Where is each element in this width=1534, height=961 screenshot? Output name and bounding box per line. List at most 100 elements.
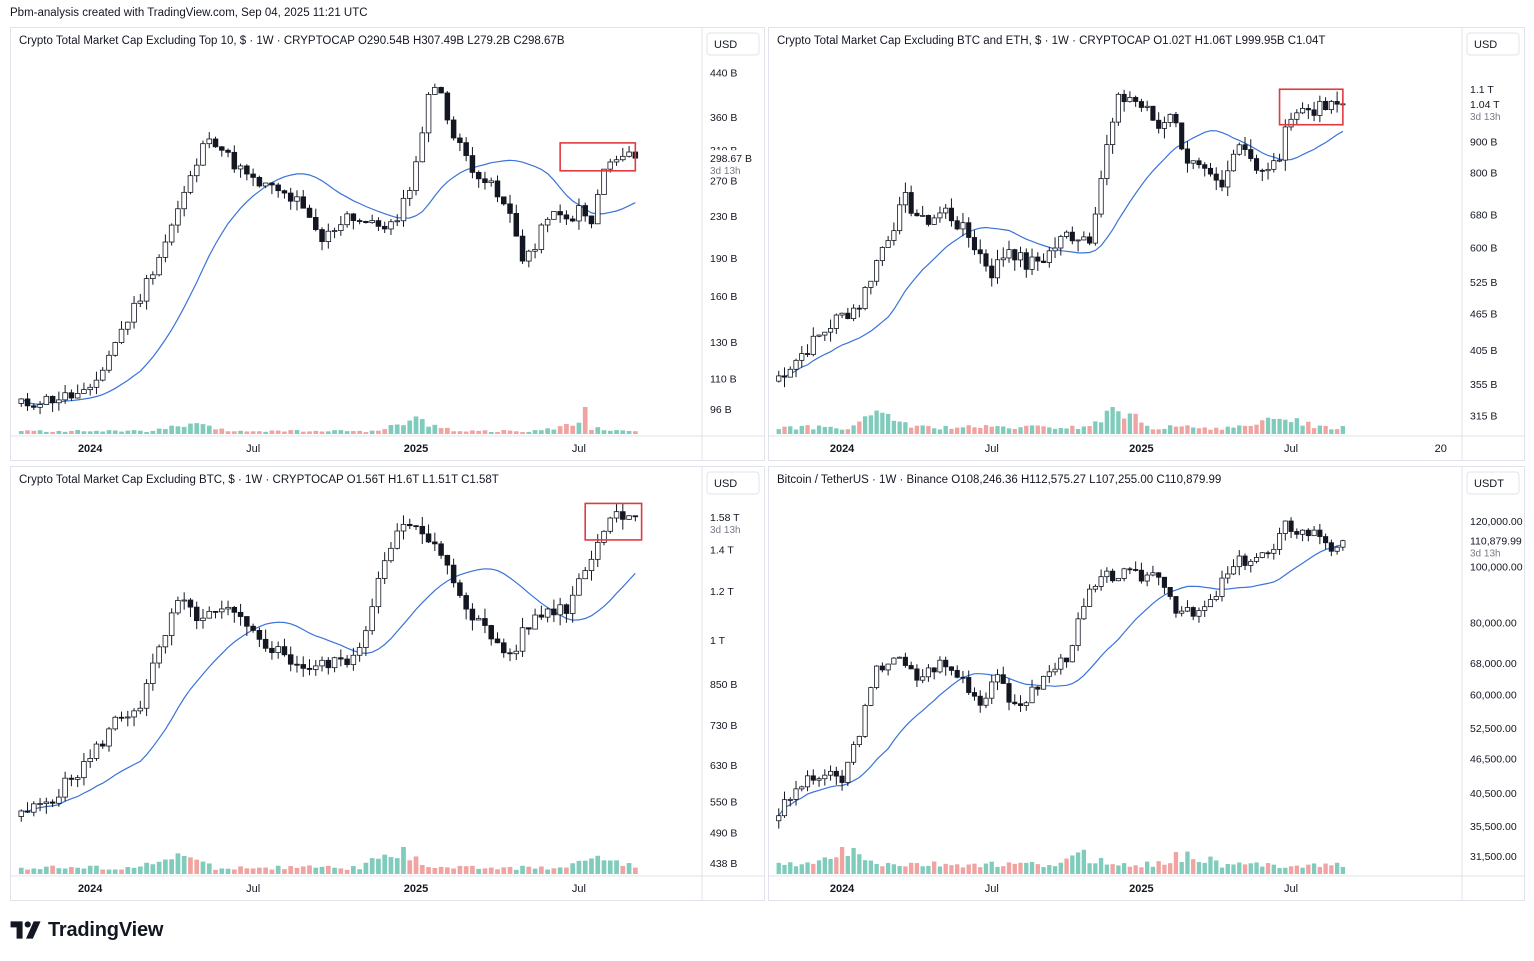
volume-bar <box>1006 428 1012 434</box>
volume-bar <box>275 430 281 434</box>
candle-body <box>131 302 137 323</box>
tradingview-logo[interactable]: TradingView <box>10 918 163 942</box>
candle-body <box>475 171 482 180</box>
volume-bar <box>75 429 81 434</box>
x-tick-label: 2024 <box>78 883 103 895</box>
chart-panel-ex-btc-eth[interactable]: Crypto Total Market Cap Excluding BTC an… <box>768 27 1525 461</box>
candle-body <box>225 606 231 610</box>
volume-bar <box>932 428 937 434</box>
candle-body <box>168 612 175 636</box>
candle-body <box>62 777 68 798</box>
volume-bar <box>1208 856 1213 874</box>
x-tick-label: 2024 <box>830 443 855 455</box>
volume-bar <box>50 431 55 434</box>
candle-body <box>1173 596 1179 614</box>
candle-body <box>444 92 451 121</box>
candle-body <box>1000 674 1006 684</box>
volume-bar <box>445 867 450 874</box>
volume-bar <box>125 867 131 874</box>
last-price-label: 1.04 T <box>1470 99 1500 111</box>
candle-body <box>1058 236 1064 249</box>
chart-svg[interactable]: USD 1.1 T 900 B 800 B 680 B 600 B 525 B 465 B 40… <box>769 28 1525 461</box>
volume-bar <box>501 867 507 874</box>
y-tick-label: 230 B <box>710 211 737 223</box>
candle-body <box>1328 101 1334 111</box>
candle-body <box>325 659 332 669</box>
currency-label: USD <box>714 478 737 490</box>
candle-body <box>137 300 144 304</box>
candle-body <box>588 558 595 572</box>
candle-body <box>1087 588 1093 607</box>
candle-body <box>425 94 432 134</box>
volume-bar <box>169 859 175 874</box>
x-tick-label: Jul <box>572 883 586 895</box>
candle-body <box>1058 657 1064 670</box>
y-tick-label: 850 B <box>710 679 737 691</box>
volume-bar <box>1265 863 1271 874</box>
candle-body <box>219 608 225 613</box>
volume-bar <box>793 866 799 874</box>
candle-body <box>1213 173 1219 181</box>
volume-bar <box>1340 866 1346 874</box>
candle-body <box>306 207 313 218</box>
candle-body <box>68 392 75 399</box>
chart-panel-ex-btc[interactable]: Crypto Total Market Cap Excluding BTC, $… <box>10 466 765 901</box>
candle-body <box>1127 97 1133 103</box>
candle-body <box>563 604 570 614</box>
candle-body <box>231 606 238 613</box>
currency-button[interactable] <box>1466 471 1520 495</box>
volume-bar <box>943 863 948 874</box>
volume-bar <box>1162 864 1167 874</box>
volume-bar <box>1202 862 1207 874</box>
volume-bar <box>1145 861 1150 874</box>
currency-button[interactable] <box>1466 32 1520 56</box>
candle-body <box>526 250 532 262</box>
volume-bar <box>1150 866 1156 874</box>
volume-bar <box>1294 865 1299 874</box>
candle-body <box>839 312 845 316</box>
volume-bar <box>200 861 206 874</box>
currency-button[interactable] <box>706 471 760 495</box>
candle-body <box>632 515 639 518</box>
candle-body <box>983 253 989 267</box>
chart-panel-btc-usdt[interactable]: Bitcoin / TetherUS · 1W · Binance O108,2… <box>768 466 1525 901</box>
volume-bar <box>632 431 638 434</box>
candle-body <box>300 664 306 669</box>
candle-body <box>544 218 551 226</box>
volume-bar <box>949 865 954 874</box>
candle-body <box>569 218 576 222</box>
volume-bar <box>978 867 983 874</box>
candle-body <box>1104 570 1110 578</box>
candle-body <box>513 213 520 237</box>
candle-body <box>363 630 369 648</box>
candle-body <box>1271 548 1277 554</box>
volume-bar <box>112 430 118 434</box>
candle-body <box>175 208 181 226</box>
candle-body <box>24 810 31 813</box>
y-tick-label: 46,500.00 <box>1470 753 1517 765</box>
candle-body <box>1300 108 1306 114</box>
volume-bar <box>632 867 638 874</box>
candle-body <box>369 220 375 224</box>
candle-body <box>538 224 545 250</box>
currency-button[interactable] <box>706 32 760 56</box>
candle-body <box>181 599 187 602</box>
chart-panel-top10[interactable]: Crypto Total Market Cap Excluding Top 10… <box>10 27 765 461</box>
volume-bar <box>369 858 375 874</box>
candle-body <box>1305 108 1311 111</box>
chart-svg[interactable]: USDT 120,000.00 100,000.00 80,000.00 68,000.… <box>769 467 1525 901</box>
candle-body <box>413 161 419 191</box>
volume-bar <box>1168 863 1173 874</box>
volume-bar <box>269 869 275 874</box>
candle-body <box>162 241 169 258</box>
volume-bar <box>231 431 237 434</box>
volume-bar <box>845 855 850 874</box>
volume-bar <box>1029 861 1035 874</box>
candle-body <box>971 692 978 697</box>
volume-bar <box>960 867 966 874</box>
candle-body <box>187 599 194 608</box>
chart-svg[interactable]: USD 1.4 T 1.2 T 1 T 850 B 730 B 630 B 550 B 490 … <box>11 467 765 901</box>
candle-body <box>781 799 788 817</box>
volume-bar <box>357 869 362 874</box>
